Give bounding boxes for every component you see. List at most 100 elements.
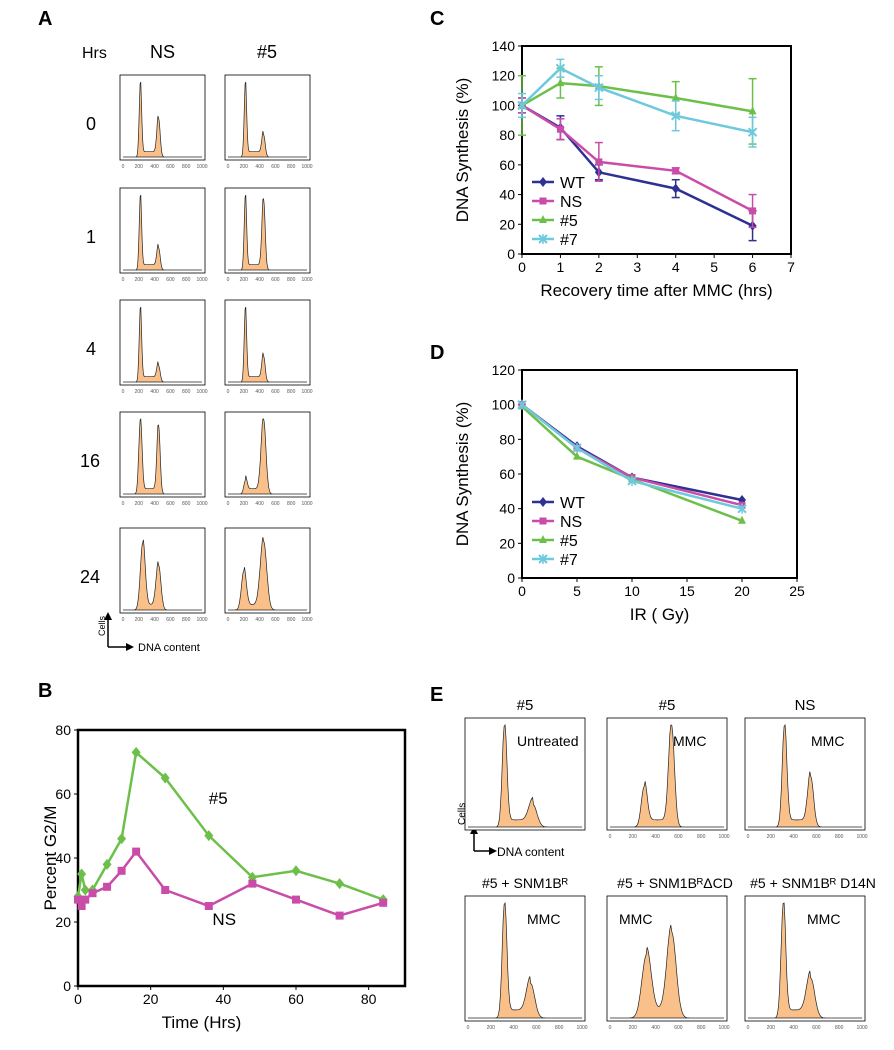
plot-frame [76,728,407,988]
series-#7 [517,399,747,514]
hist-tick-label: 400 [150,164,159,170]
panel-e-bottom-inner-label: MMC [619,911,652,927]
panel-a-5-histogram: 0 200 400 600 800 1000 [224,74,313,170]
hist-tick-label: 600 [674,1025,683,1031]
legend-entry: NS [532,514,582,531]
y-tick-label: 40 [55,850,71,866]
panel-a-5-histogram: 0 200 400 600 800 1000 [224,187,313,283]
legend-label: WT [560,175,585,192]
series-#7 [517,58,758,148]
legend-entry: WT [532,495,585,512]
data-point-marker [539,517,547,525]
hist-tick-label: 0 [467,1025,470,1031]
hist-tick-label: 800 [287,164,296,170]
x-tick-label: 1 [557,259,565,275]
hist-tick-label: 0 [227,389,230,395]
legend-entry: #7 [532,232,578,249]
hist-tick-label: 600 [166,389,175,395]
hist-tick-label: 200 [135,501,144,507]
hist-tick-label: 400 [255,389,264,395]
legend-label: WT [560,495,585,512]
hist-tick-label: 1000 [196,277,207,283]
data-point-marker [204,902,213,910]
panel-e-bottom-title: #5 + SNM1Bᴿ [482,875,569,891]
hist-tick-label: 0 [609,834,612,840]
series-WT [518,399,746,505]
panel-a-ns-histogram: 0 200 400 600 800 1000 [119,187,208,283]
data-point-marker [77,902,86,910]
hist-tick-label: 400 [651,1025,660,1031]
data-point-marker [556,78,565,87]
data-point-marker [77,868,87,880]
panel-a-row-label: 16 [80,451,100,471]
data-point-marker [539,177,547,187]
series-line [521,403,743,510]
hist-tick-label: 400 [150,501,159,507]
data-point-marker [517,100,527,111]
panel-label-d: D [430,342,445,364]
x-tick-label: 5 [573,583,581,599]
data-point-marker [539,215,547,223]
panel-e-histograms: Cells DNA content #5 Untreated #5 + SNM1Bᴿ… [457,697,875,1031]
data-point-marker [117,866,126,875]
data-point-marker [627,475,637,486]
x-tick-label: 20 [734,583,750,599]
y-tick-label: 0 [507,246,515,262]
y-tick-label: 60 [499,157,515,173]
y-tick-label: 100 [492,397,516,413]
panel-c-chart: 0 1 2 3 4 5 6 7 0 20 40 60 80 100 120 140 Recovery time … [453,38,795,300]
x-tick-label: 60 [288,991,304,1007]
hist-tick-label: 600 [674,834,683,840]
hist-tick-label: 0 [227,617,230,623]
data-point-marker [672,167,680,175]
panel-a-col-ns: NS [150,42,175,62]
data-point-marker [573,451,581,460]
data-point-marker [379,898,388,907]
annotation-ns: NS [212,910,236,929]
panel-e-top-inner-label: MMC [673,733,706,749]
panel-e-bottom-histogram: 0 200 400 600 800 1000 [606,895,730,1031]
hist-tick-label: 0 [122,501,125,507]
hist-tick-label: 400 [789,1025,798,1031]
panel-a-row-label: 4 [86,339,96,359]
legend-entry: #5 [532,213,578,230]
y-tick-label: 40 [499,501,515,517]
hist-tick-label: 800 [835,834,844,840]
panel-e-bottom-histogram: 0 200 400 600 800 1000 [744,895,868,1031]
data-point-marker [517,399,527,410]
data-point-marker [74,895,82,904]
y-tick-label: 80 [55,722,71,738]
hist-tick-label: 200 [135,389,144,395]
hist-tick-label: 800 [287,501,296,507]
data-point-marker [539,197,547,205]
hist-tick-label: 0 [227,501,230,507]
hist-tick-label: 800 [835,1025,844,1031]
panel-a-ns-histogram: 0 200 400 600 800 1000 [119,299,208,395]
y-axis-label: DNA Synthesis (%) [453,402,472,547]
hist-tick-label: 600 [271,164,280,170]
x-tick-label: 0 [518,583,526,599]
panel-e-bottom-inner-label: MMC [527,911,560,927]
panel-a-axis-arrows [104,612,134,651]
series-line [521,405,743,522]
data-point-marker [749,207,757,215]
hist-tick-label: 400 [255,164,264,170]
legend-entry: WT [532,175,585,192]
hist-tick-label: 600 [166,617,175,623]
hist-tick-label: 200 [240,389,249,395]
hist-tick-label: 600 [271,501,280,507]
x-tick-label: 20 [143,991,159,1007]
panel-e-axis-arrows [470,826,497,855]
hist-tick-label: 0 [227,277,230,283]
data-point-marker [131,746,141,758]
series-NS [518,97,757,229]
hist-tick-label: 800 [182,164,191,170]
y-tick-label: 60 [55,786,71,802]
panel-label-b: B [38,680,53,702]
legend-label: #5 [560,213,578,230]
hist-tick-label: 600 [166,164,175,170]
hist-tick-label: 200 [240,277,249,283]
y-axis-label: DNA Synthesis (%) [453,78,472,223]
hist-tick-label: 600 [532,1025,541,1031]
hist-tick-label: 0 [122,277,125,283]
